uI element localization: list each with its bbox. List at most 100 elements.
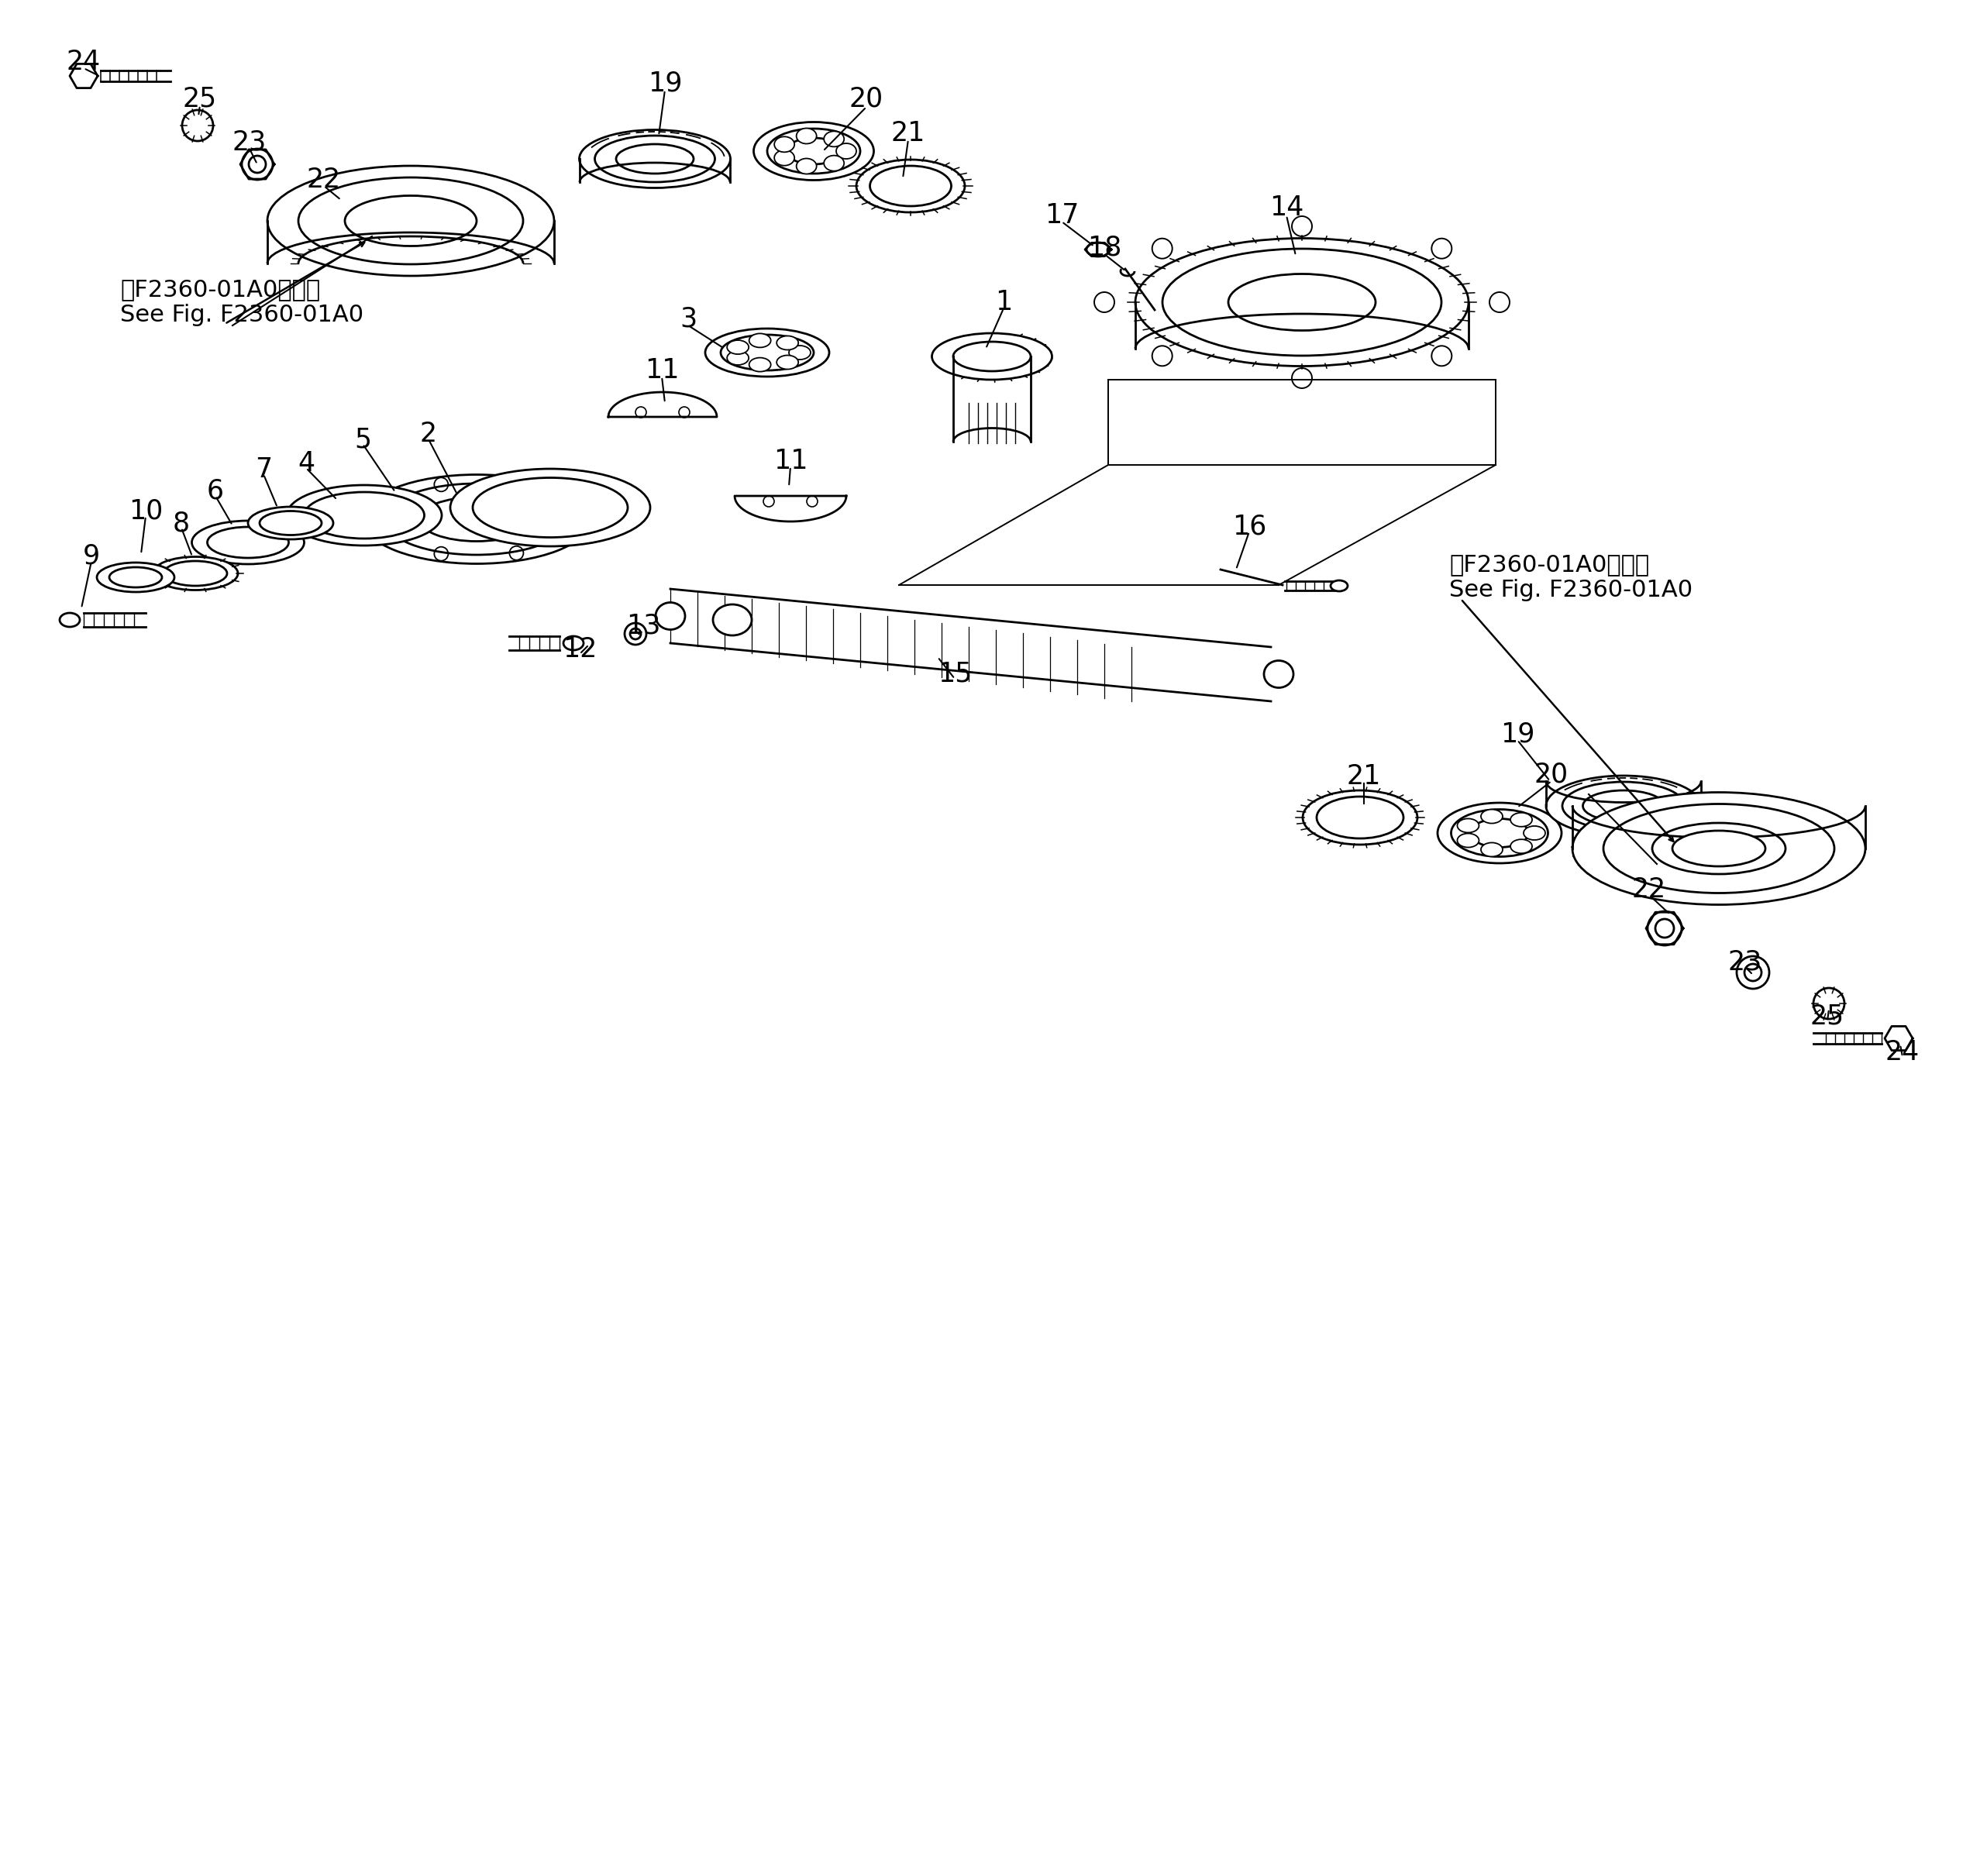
- Text: 2: 2: [419, 420, 437, 446]
- Text: 1: 1: [995, 289, 1011, 315]
- Ellipse shape: [787, 139, 841, 165]
- Text: 23: 23: [232, 129, 266, 156]
- Ellipse shape: [1524, 825, 1546, 840]
- Text: 13: 13: [626, 613, 660, 640]
- Ellipse shape: [304, 492, 425, 538]
- Text: 21: 21: [1347, 764, 1381, 790]
- Polygon shape: [735, 495, 846, 522]
- Ellipse shape: [797, 158, 817, 174]
- Ellipse shape: [383, 484, 568, 555]
- Ellipse shape: [713, 604, 751, 636]
- Ellipse shape: [1673, 831, 1764, 867]
- Ellipse shape: [1135, 238, 1468, 366]
- Text: 10: 10: [129, 499, 163, 525]
- Ellipse shape: [1264, 660, 1294, 688]
- Ellipse shape: [775, 150, 795, 165]
- Text: 12: 12: [562, 636, 596, 662]
- Ellipse shape: [727, 351, 749, 366]
- Text: 19: 19: [1500, 722, 1534, 749]
- Text: 22: 22: [1631, 876, 1667, 902]
- Text: 20: 20: [1534, 762, 1568, 788]
- Ellipse shape: [775, 137, 795, 152]
- Ellipse shape: [473, 478, 628, 537]
- Text: 16: 16: [1232, 514, 1266, 540]
- Ellipse shape: [1470, 818, 1528, 848]
- Ellipse shape: [594, 135, 715, 182]
- Ellipse shape: [60, 613, 79, 627]
- Text: 11: 11: [644, 356, 680, 383]
- Text: 23: 23: [1729, 949, 1762, 976]
- Ellipse shape: [789, 345, 811, 360]
- Ellipse shape: [1317, 797, 1403, 839]
- Ellipse shape: [1546, 775, 1701, 837]
- Ellipse shape: [837, 143, 856, 159]
- Ellipse shape: [298, 178, 523, 265]
- Text: 14: 14: [1270, 195, 1303, 221]
- Ellipse shape: [1087, 242, 1111, 257]
- Ellipse shape: [777, 355, 799, 370]
- Ellipse shape: [1456, 818, 1478, 833]
- Ellipse shape: [1162, 250, 1441, 356]
- Ellipse shape: [1480, 842, 1502, 857]
- Ellipse shape: [727, 340, 749, 355]
- Ellipse shape: [109, 567, 163, 587]
- Ellipse shape: [419, 497, 535, 542]
- Text: 19: 19: [648, 71, 682, 98]
- Ellipse shape: [97, 563, 175, 593]
- Text: 第F2360-01A0図参照
See Fig. F2360-01A0: 第F2360-01A0図参照 See Fig. F2360-01A0: [119, 278, 364, 326]
- Ellipse shape: [656, 602, 686, 630]
- Ellipse shape: [286, 486, 441, 546]
- Text: 第F2360-01A0図参照
See Fig. F2360-01A0: 第F2360-01A0図参照 See Fig. F2360-01A0: [1449, 553, 1693, 602]
- Ellipse shape: [825, 131, 844, 146]
- Ellipse shape: [248, 507, 334, 538]
- Ellipse shape: [1604, 805, 1834, 893]
- Ellipse shape: [721, 334, 815, 370]
- Ellipse shape: [797, 128, 817, 144]
- Text: 4: 4: [298, 450, 314, 477]
- Ellipse shape: [1303, 790, 1417, 844]
- Text: 24: 24: [66, 49, 101, 75]
- Ellipse shape: [153, 557, 238, 591]
- Text: 20: 20: [848, 86, 884, 113]
- Ellipse shape: [260, 510, 322, 535]
- Text: 7: 7: [254, 456, 272, 482]
- Text: 17: 17: [1045, 203, 1079, 229]
- Ellipse shape: [163, 561, 227, 585]
- Ellipse shape: [856, 159, 966, 212]
- Text: 24: 24: [1886, 1039, 1919, 1066]
- Text: 25: 25: [183, 86, 217, 113]
- Ellipse shape: [1451, 809, 1548, 857]
- Ellipse shape: [954, 341, 1031, 371]
- Ellipse shape: [207, 527, 288, 557]
- Text: 8: 8: [173, 510, 191, 537]
- Ellipse shape: [870, 165, 952, 206]
- Ellipse shape: [1562, 782, 1685, 829]
- Ellipse shape: [777, 336, 799, 349]
- Ellipse shape: [580, 129, 731, 188]
- Ellipse shape: [1510, 839, 1532, 854]
- Ellipse shape: [749, 358, 771, 371]
- Text: 25: 25: [1810, 1004, 1844, 1030]
- Text: 18: 18: [1087, 234, 1121, 261]
- Ellipse shape: [564, 636, 584, 651]
- Ellipse shape: [616, 144, 693, 174]
- Ellipse shape: [753, 122, 874, 180]
- Ellipse shape: [749, 334, 771, 347]
- Ellipse shape: [1331, 580, 1347, 591]
- Ellipse shape: [362, 475, 590, 563]
- Text: 3: 3: [680, 306, 697, 332]
- Ellipse shape: [1584, 790, 1665, 822]
- Ellipse shape: [1456, 833, 1478, 848]
- Ellipse shape: [825, 156, 844, 171]
- Text: 21: 21: [890, 120, 926, 146]
- Ellipse shape: [1572, 792, 1866, 904]
- Ellipse shape: [346, 195, 477, 246]
- Ellipse shape: [1653, 824, 1786, 874]
- Polygon shape: [608, 392, 717, 416]
- Ellipse shape: [1480, 809, 1502, 824]
- Ellipse shape: [767, 129, 860, 174]
- Ellipse shape: [932, 334, 1051, 379]
- Ellipse shape: [193, 522, 304, 565]
- Text: 5: 5: [354, 426, 372, 452]
- Text: 11: 11: [773, 448, 807, 475]
